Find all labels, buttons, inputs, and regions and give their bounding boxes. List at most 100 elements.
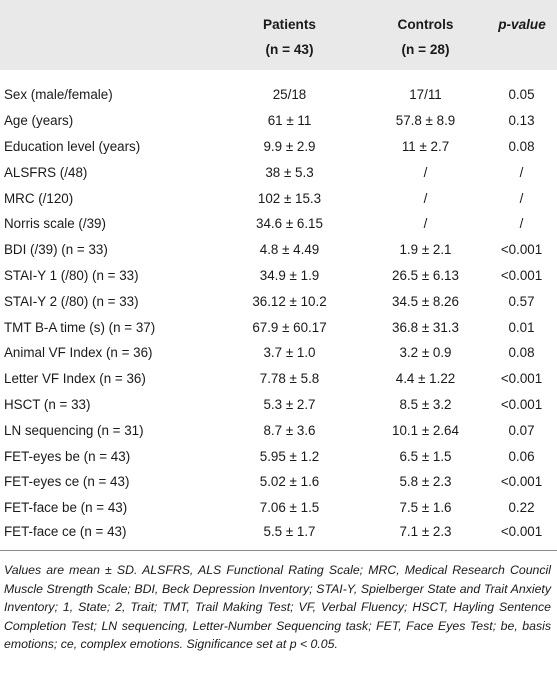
cell-controls: 5.8 ± 2.3 <box>399 474 452 490</box>
cell-pvalue: / <box>519 164 524 180</box>
cell-variable: Animal VF Index (n = 36) <box>4 345 153 361</box>
spacer-row <box>0 70 557 82</box>
cell-patients: 67.9 ± 60.17 <box>252 319 327 335</box>
cell-pvalue: <0.001 <box>500 523 543 539</box>
header-row: Patients (n = 43) Controls (n = 28) p-va… <box>0 0 557 70</box>
table-row: Norris scale (/39) 34.6 ± 6.15 / / <box>0 211 557 237</box>
table-row: Animal VF Index (n = 36) 3.7 ± 1.0 3.2 ± 0… <box>0 340 557 366</box>
cell-controls: 10.1 ± 2.64 <box>392 422 459 438</box>
cell-pvalue: <0.001 <box>500 396 543 412</box>
table-row: Sex (male/female) 25/18 17/11 0.05 <box>0 82 557 108</box>
cell-pvalue: 0.01 <box>508 319 535 335</box>
cell-controls: 36.8 ± 31.3 <box>392 319 459 335</box>
cell-variable: Letter VF Index (n = 36) <box>4 371 146 387</box>
cell-variable: MRC (/120) <box>4 190 74 206</box>
cell-controls: 11 ± 2.7 <box>401 138 450 154</box>
cell-variable: Education level (years) <box>4 138 141 154</box>
header-patients-n: (n = 43) <box>265 42 314 57</box>
table-row: Letter VF Index (n = 36) 7.78 ± 5.8 4.4 ± … <box>0 366 557 392</box>
cell-patients: 7.78 ± 5.8 <box>259 371 320 387</box>
table-row: MRC (/120) 102 ± 15.3 / / <box>0 185 557 211</box>
table-header: Patients (n = 43) Controls (n = 28) p-va… <box>0 0 557 70</box>
cell-controls: 7.5 ± 1.6 <box>399 500 452 516</box>
data-table: Patients (n = 43) Controls (n = 28) p-va… <box>0 0 557 546</box>
table-bottom-rule <box>0 550 557 552</box>
table-row: TMT B-A time (s) (n = 37) 67.9 ± 60.17 36.… <box>0 314 557 340</box>
cell-variable: Sex (male/female) <box>4 87 113 103</box>
table-row: ALSFRS (/48) 38 ± 5.3 / / <box>0 159 557 185</box>
cell-variable: STAI-Y 1 (/80) (n = 33) <box>4 267 139 283</box>
cell-controls: 4.4 ± 1.22 <box>395 371 456 387</box>
cell-patients: 8.7 ± 3.6 <box>263 422 316 438</box>
cell-pvalue: <0.001 <box>500 474 543 490</box>
cell-pvalue: / <box>519 190 524 206</box>
table-row: Age (years) 61 ± 11 57.8 ± 8.9 0.13 <box>0 108 557 134</box>
cell-patients: 36.12 ± 10.2 <box>252 293 327 309</box>
cell-variable: FET-face be (n = 43) <box>4 500 128 516</box>
cell-variable: TMT B-A time (s) (n = 37) <box>4 319 156 335</box>
cell-patients: 34.9 ± 1.9 <box>259 267 320 283</box>
cell-patients: 9.9 ± 2.9 <box>263 138 316 154</box>
cell-controls: 8.5 ± 3.2 <box>399 396 452 412</box>
cell-pvalue: 0.08 <box>508 138 535 154</box>
table-row: FET-eyes be (n = 43) 5.95 ± 1.2 6.5 ± 1.5 0… <box>0 443 557 469</box>
table-row: FET-face be (n = 43) 7.06 ± 1.5 7.5 ± 1.6 0… <box>0 495 557 521</box>
header-controls: Controls (n = 28) <box>361 0 490 70</box>
table-row: FET-eyes ce (n = 43) 5.02 ± 1.6 5.8 ± 2.3 <… <box>0 469 557 495</box>
cell-controls: 1.9 ± 2.1 <box>399 242 452 258</box>
table-footnote: Values are mean ± SD. ALSFRS, ALS Functi… <box>4 563 551 652</box>
cell-pvalue: 0.06 <box>508 448 535 464</box>
cell-pvalue: 0.22 <box>508 500 535 516</box>
cell-pvalue: <0.001 <box>500 371 543 387</box>
cell-patients: 5.02 ± 1.6 <box>259 474 320 490</box>
cell-patients: 61 ± 11 <box>267 113 312 129</box>
cell-controls: / <box>423 190 428 206</box>
cell-patients: 5.95 ± 1.2 <box>259 448 320 464</box>
header-controls-n: (n = 28) <box>401 42 450 57</box>
cell-controls: 6.5 ± 1.5 <box>399 448 452 464</box>
cell-controls: 34.5 ± 8.26 <box>392 293 459 309</box>
table-row: LN sequencing (n = 31) 8.7 ± 3.6 10.1 ± 2.… <box>0 417 557 443</box>
cell-patients: 3.7 ± 1.0 <box>263 345 316 361</box>
table-row: STAI-Y 2 (/80) (n = 33) 36.12 ± 10.2 34.5 … <box>0 288 557 314</box>
cell-patients: 7.06 ± 1.5 <box>259 500 320 516</box>
table-row: HSCT (n = 33) 5.3 ± 2.7 8.5 ± 3.2 <0.001 <box>0 392 557 418</box>
cell-variable: ALSFRS (/48) <box>4 164 88 180</box>
header-variable <box>0 0 218 70</box>
cell-patients: 4.8 ± 4.49 <box>259 242 320 258</box>
cell-variable: BDI (/39) (n = 33) <box>4 242 108 258</box>
header-controls-label: Controls <box>397 17 454 32</box>
table-row: STAI-Y 1 (/80) (n = 33) 34.9 ± 1.9 26.5 ± … <box>0 263 557 289</box>
cell-pvalue: <0.001 <box>500 267 543 283</box>
cell-controls: 3.2 ± 0.9 <box>399 345 452 361</box>
cell-controls: 26.5 ± 6.13 <box>392 267 459 283</box>
cell-variable: STAI-Y 2 (/80) (n = 33) <box>4 293 139 309</box>
cell-pvalue: 0.57 <box>508 293 535 309</box>
cell-controls: / <box>423 164 428 180</box>
cell-patients: 102 ± 15.3 <box>257 190 322 206</box>
cell-variable: Norris scale (/39) <box>4 216 106 232</box>
cell-variable: FET-face ce (n = 43) <box>4 523 127 539</box>
cell-variable: HSCT (n = 33) <box>4 396 91 412</box>
cell-patients: 5.3 ± 2.7 <box>263 396 316 412</box>
cell-controls: / <box>423 216 428 232</box>
header-pvalue: p-value <box>498 17 546 32</box>
cell-controls: 7.1 ± 2.3 <box>399 523 452 539</box>
cell-pvalue: 0.13 <box>508 113 535 129</box>
table-row: FET-face ce (n = 43) 5.5 ± 1.7 7.1 ± 2.3 <0… <box>0 521 557 547</box>
cell-patients: 25/18 <box>272 87 307 103</box>
cell-patients: 5.5 ± 1.7 <box>263 523 316 539</box>
cell-pvalue: 0.07 <box>508 422 535 438</box>
cell-controls: 17/11 <box>409 87 442 103</box>
table-row: BDI (/39) (n = 33) 4.8 ± 4.49 1.9 ± 2.1 <0.… <box>0 237 557 263</box>
table-body: Sex (male/female) 25/18 17/11 0.05 Age (year… <box>0 70 557 546</box>
cell-variable: FET-eyes be (n = 43) <box>4 448 131 464</box>
cell-patients: 38 ± 5.3 <box>265 164 314 180</box>
clinical-characteristics-table: Patients (n = 43) Controls (n = 28) p-va… <box>0 0 557 652</box>
cell-controls: 57.8 ± 8.9 <box>395 113 456 129</box>
header-patients-label: Patients <box>263 17 316 32</box>
cell-variable: FET-eyes ce (n = 43) <box>4 474 130 490</box>
cell-pvalue: <0.001 <box>500 242 543 258</box>
cell-pvalue: 0.08 <box>508 345 535 361</box>
cell-pvalue: / <box>519 216 524 232</box>
